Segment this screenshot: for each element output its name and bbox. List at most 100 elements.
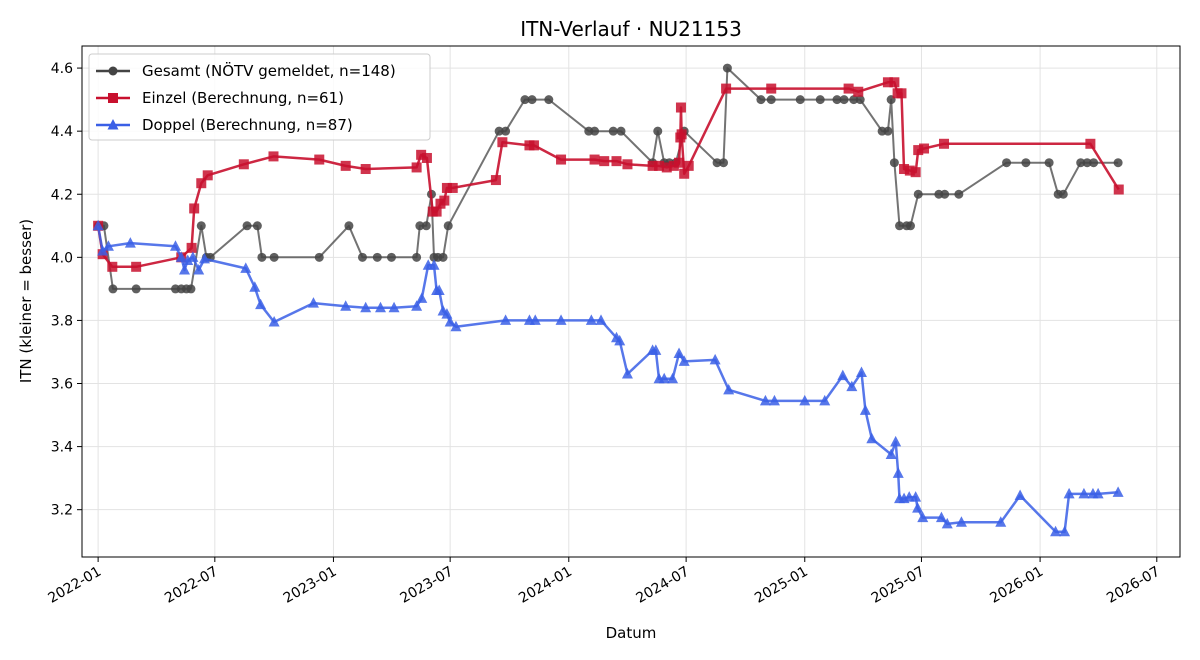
data-point (654, 160, 665, 171)
data-point (529, 314, 541, 325)
data-point (501, 126, 511, 136)
data-point (1059, 525, 1071, 537)
data-point (443, 221, 453, 231)
legend-marker (107, 119, 119, 130)
data-point (240, 262, 252, 273)
data-point (839, 95, 849, 105)
data-point (360, 301, 372, 313)
y-tick-label: 4.2 (51, 187, 73, 203)
data-point (590, 126, 600, 136)
data-point (179, 263, 191, 275)
data-point (199, 252, 211, 264)
data-point (622, 159, 633, 170)
data-point (196, 178, 207, 189)
data-point (1113, 184, 1124, 195)
data-point (905, 221, 915, 231)
data-point (766, 83, 777, 94)
series-layer (92, 63, 1124, 537)
data-point (182, 254, 194, 265)
data-point (527, 95, 537, 105)
data-point (131, 261, 142, 272)
legend: Gesamt (NÖTV gemeldet, n=148) Einzel (Ber… (88, 53, 431, 141)
data-point (939, 138, 950, 149)
data-point (438, 252, 448, 262)
data-point (1063, 487, 1075, 499)
data-point (721, 83, 732, 94)
data-point (421, 221, 431, 231)
data-point (497, 137, 508, 148)
data-point (853, 86, 864, 97)
data-point (314, 154, 325, 165)
data-point (892, 467, 904, 478)
data-point (441, 182, 452, 193)
data-point (614, 334, 626, 346)
data-point (307, 297, 319, 308)
chart-title: ITN-Verlauf · NU21153 (520, 17, 742, 41)
data-point (490, 175, 501, 186)
data-point (866, 432, 878, 444)
data-point (678, 355, 690, 366)
data-point (97, 245, 109, 256)
data-point (719, 158, 729, 168)
data-point (1014, 489, 1026, 500)
data-point (268, 151, 279, 162)
data-point (494, 126, 504, 136)
data-point (1021, 158, 1031, 168)
legend-label: Gesamt (NÖTV gemeldet, n=148) (142, 61, 396, 80)
data-point (955, 516, 967, 527)
data-point (360, 164, 371, 175)
series-triangle (92, 219, 1124, 537)
data-point (108, 284, 118, 294)
data-point (846, 380, 858, 392)
legend-box (88, 53, 431, 141)
data-point (269, 252, 279, 262)
data-point (910, 167, 921, 178)
data-point (255, 298, 267, 310)
data-point (768, 394, 780, 406)
data-point (412, 252, 422, 262)
data-point (520, 95, 530, 105)
data-point (92, 219, 104, 231)
data-point (885, 448, 897, 459)
data-point (528, 140, 539, 151)
data-point (411, 162, 422, 173)
data-point (855, 366, 867, 377)
data-point (411, 300, 423, 311)
data-point (189, 203, 200, 214)
data-point (675, 102, 686, 113)
data-point (674, 157, 685, 168)
data-point (340, 160, 351, 171)
data-point (544, 95, 554, 105)
y-tick-label: 4.6 (51, 61, 73, 77)
data-point (186, 242, 197, 253)
data-point (1002, 158, 1012, 168)
data-point (650, 344, 662, 355)
data-point (723, 383, 735, 395)
data-point (683, 160, 694, 171)
data-point (431, 206, 442, 217)
data-point (415, 221, 425, 231)
data-point (935, 511, 947, 523)
data-point (1050, 525, 1062, 537)
data-point (1113, 158, 1123, 168)
data-point (896, 88, 907, 99)
data-point (837, 369, 849, 381)
data-point (616, 126, 626, 136)
data-point (668, 160, 679, 171)
data-point (555, 314, 567, 325)
data-point (855, 95, 865, 105)
data-point (832, 95, 842, 105)
y-tick-label: 4.4 (51, 124, 73, 140)
data-point (585, 314, 597, 325)
data-point (795, 95, 805, 105)
data-point (890, 435, 902, 447)
data-point (131, 284, 141, 294)
data-point (882, 77, 893, 88)
data-point (257, 252, 267, 262)
data-point (913, 189, 923, 199)
data-point (1058, 189, 1068, 199)
data-point (372, 252, 382, 262)
data-point (673, 347, 685, 359)
data-point (940, 189, 950, 199)
data-point (819, 394, 831, 406)
